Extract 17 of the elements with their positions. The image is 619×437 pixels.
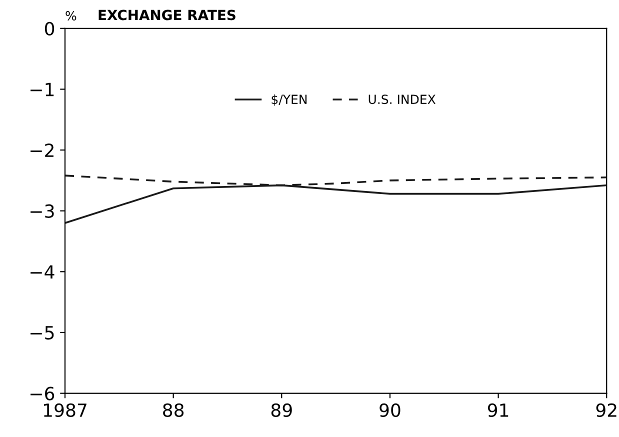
y-tick-label: −3 [30,204,54,218]
y-tick-label: −4 [30,265,54,279]
x-tick-label: 88 [163,403,184,417]
legend-label: $/YEN [272,94,307,106]
x-tick-label: 92 [596,403,616,417]
x-tick-label: 91 [488,403,508,417]
y-tick-label: −6 [30,386,54,400]
chart-title: EXCHANGE RATES [98,10,236,20]
y-tick-label: −2 [30,143,54,157]
y-axis-title: % [66,11,76,21]
x-tick-label: 89 [271,403,292,417]
y-tick-label: −1 [30,82,54,96]
x-tick-label: 1987 [44,403,86,417]
x-tick-label: 90 [380,403,400,417]
legend-label: U.S. INDEX [368,94,436,104]
y-tick-label: −5 [30,326,54,340]
y-tick-label: 0 [44,22,54,36]
